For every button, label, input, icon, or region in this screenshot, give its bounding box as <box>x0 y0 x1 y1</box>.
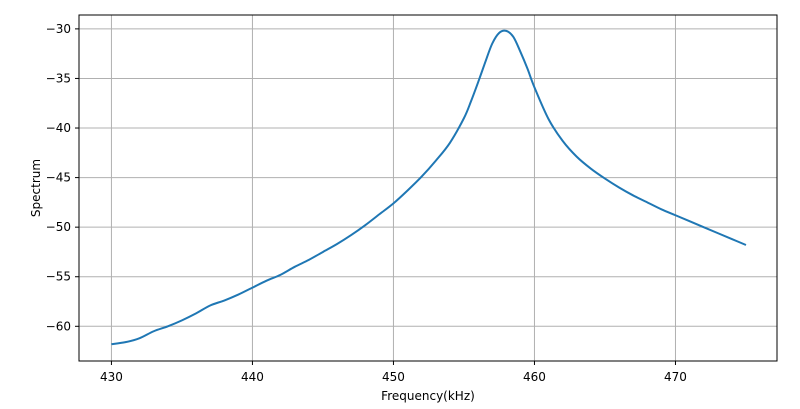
grid-layer <box>79 15 777 361</box>
spectrum-series-line <box>111 29 747 346</box>
x-axis-label: Frequency(kHz) <box>381 389 475 403</box>
x-tick-label: 460 <box>523 370 546 384</box>
x-axis: 430 440 450 460 470 <box>100 361 687 384</box>
y-tick-label: −30 <box>46 22 71 36</box>
y-tick-label: −50 <box>46 220 71 234</box>
y-axis: −30 −35 −40 −45 −50 −55 −60 <box>46 22 79 333</box>
y-tick-label: −45 <box>46 171 71 185</box>
x-tick-label: 450 <box>382 370 405 384</box>
x-tick-label: 430 <box>100 370 123 384</box>
plot-frame <box>78 14 778 362</box>
y-tick-label: −55 <box>46 270 71 284</box>
y-tick-label: −40 <box>46 121 71 135</box>
y-tick-label: −60 <box>46 319 71 333</box>
series-layer <box>111 29 747 346</box>
y-tick-label: −35 <box>46 71 71 85</box>
y-axis-label: Spectrum <box>29 159 43 217</box>
x-tick-label: 440 <box>241 370 264 384</box>
x-tick-label: 470 <box>664 370 687 384</box>
